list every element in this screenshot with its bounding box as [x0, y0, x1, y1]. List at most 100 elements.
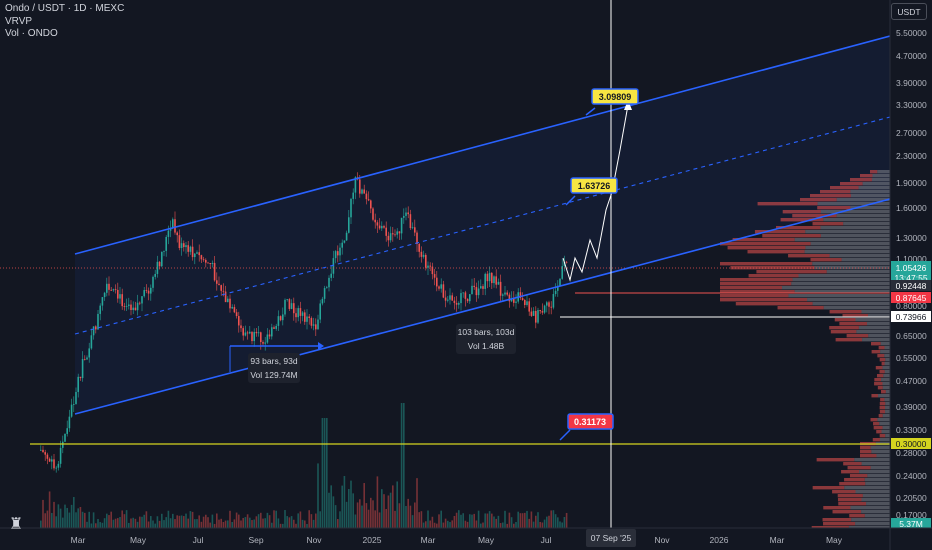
volume-bar — [187, 518, 189, 528]
volume-bar — [218, 519, 220, 528]
time-tick: Mar — [770, 535, 785, 545]
vp-buy-bar — [823, 306, 890, 310]
measure1-arrow — [318, 342, 324, 350]
volume-bar — [455, 512, 458, 528]
volume-profile — [720, 170, 890, 530]
price-tick: 3.30000 — [896, 100, 927, 110]
volume-bar — [420, 511, 423, 528]
vp-sell-bar — [860, 454, 877, 458]
time-tick: Jul — [541, 535, 552, 545]
vp-buy-bar — [879, 438, 890, 442]
candle-body — [260, 332, 262, 343]
volume-bar — [328, 492, 330, 528]
candle-body — [42, 449, 44, 453]
candle-body — [343, 240, 346, 243]
volume-bar — [125, 510, 128, 528]
volume-bar — [497, 515, 500, 528]
volume-bar — [475, 520, 478, 528]
volume-bar — [196, 519, 198, 528]
candle-body — [328, 277, 330, 288]
tradingview-logo-icon[interactable]: ♜ — [9, 516, 24, 533]
candle-body — [55, 467, 57, 469]
price-tick: 0.39000 — [896, 402, 927, 412]
volume-bar — [216, 513, 218, 528]
volume-bar — [279, 523, 282, 528]
volume-bar — [53, 501, 55, 528]
vp-buy-bar — [867, 314, 890, 318]
candle-body — [152, 276, 154, 288]
indicator-vrvp[interactable]: VRVP — [5, 16, 33, 27]
candle-body — [196, 252, 198, 254]
candle-body — [227, 298, 229, 303]
vp-sell-bar — [800, 198, 837, 202]
volume-bar — [295, 523, 297, 528]
vp-sell-bar — [816, 458, 855, 462]
candle-body — [471, 285, 473, 295]
time-tick: Nov — [654, 535, 670, 545]
candle-body — [46, 454, 49, 459]
vp-sell-bar — [843, 462, 862, 466]
candle-body — [238, 316, 240, 326]
vp-sell-bar — [870, 418, 878, 422]
candle-body — [290, 303, 293, 309]
candle-body — [268, 334, 271, 337]
volume-bar — [147, 521, 150, 528]
volume-bar — [183, 516, 185, 528]
currency-button[interactable]: USDT — [891, 3, 927, 20]
candle-body — [128, 304, 130, 306]
candle-body — [455, 302, 458, 305]
candle-body — [257, 332, 260, 334]
candle-body — [62, 441, 64, 448]
volume-bar — [411, 515, 414, 528]
vp-sell-bar — [874, 378, 882, 382]
volume-bar — [209, 522, 211, 528]
volume-bar — [326, 418, 328, 528]
vp-buy-bar — [823, 218, 890, 222]
volume-bar — [400, 403, 403, 528]
volume-bar — [389, 492, 392, 528]
volume-bar — [383, 494, 385, 528]
volume-bar — [174, 519, 176, 528]
vp-buy-bar — [850, 190, 890, 194]
volume-bar — [508, 512, 511, 528]
vp-sell-bar — [720, 286, 783, 290]
candle-body — [541, 311, 544, 313]
volume-bar — [557, 517, 559, 528]
candle-body — [535, 310, 537, 323]
volume-bar — [565, 512, 568, 528]
volume-bar — [59, 508, 62, 528]
vp-sell-bar — [840, 182, 863, 186]
vp-sell-bar — [792, 214, 837, 218]
volume-bar — [343, 476, 346, 528]
volume-bar — [464, 520, 467, 528]
candle-body — [242, 328, 244, 336]
vp-buy-bar — [836, 198, 890, 202]
volume-bar — [238, 514, 240, 528]
vp-buy-bar — [805, 246, 890, 250]
volume-bar — [200, 521, 203, 528]
candle-body — [161, 251, 163, 267]
volume-bar — [535, 515, 537, 528]
target-label-3-09[interactable]: 3.09809 — [585, 88, 639, 116]
target-label-1-63[interactable]: 1.63726 — [565, 177, 618, 206]
candle-body — [156, 261, 159, 274]
stop-label-0-31[interactable]: 0.31173 — [559, 413, 614, 441]
candle-body — [68, 416, 71, 429]
indicator-volume[interactable]: Vol · ONDO — [5, 28, 58, 39]
candle-body — [134, 307, 137, 311]
vp-buy-bar — [817, 202, 890, 206]
volume-bar — [169, 518, 172, 528]
volume-bar — [352, 493, 354, 528]
vp-buy-bar — [810, 242, 890, 246]
candle-body — [381, 226, 383, 229]
volume-bar — [231, 521, 233, 528]
chart-title[interactable]: Ondo / USDT · 1D · MEXC — [5, 3, 125, 14]
candle-body — [332, 258, 335, 274]
volume-bar — [92, 512, 95, 528]
time-axis[interactable] — [0, 528, 932, 550]
candle-body — [147, 290, 150, 294]
candle-body — [231, 307, 233, 309]
candle-body — [282, 314, 284, 321]
time-tick: Nov — [306, 535, 322, 545]
